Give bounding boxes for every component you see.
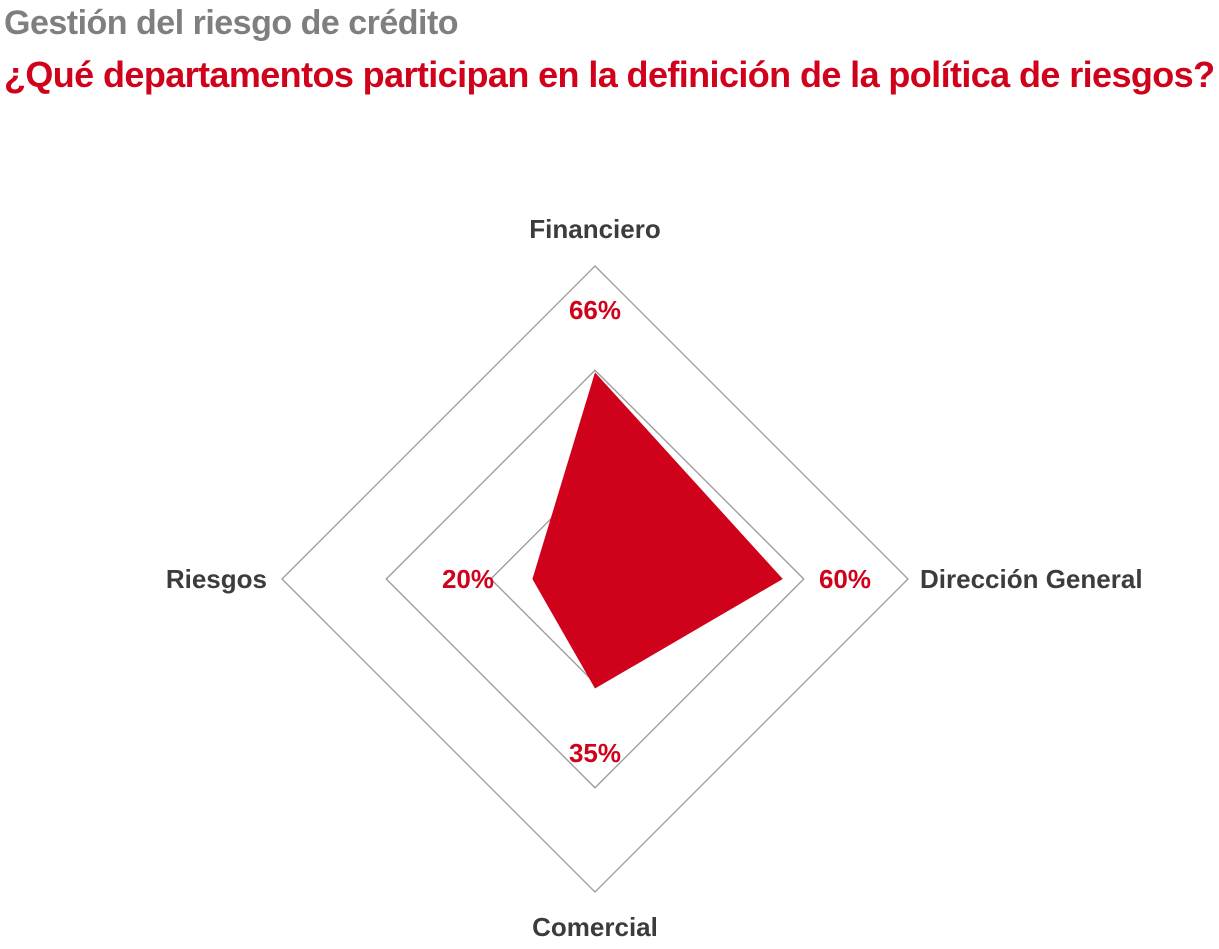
chart-title: ¿Qué departamentos participan en la defi… bbox=[4, 54, 1215, 95]
value-label-left: 20% bbox=[442, 564, 494, 594]
value-label-bottom: 35% bbox=[569, 738, 621, 768]
value-label-right: 60% bbox=[819, 564, 871, 594]
grid-ring-2 bbox=[385, 369, 805, 789]
series-area-1 bbox=[532, 372, 783, 689]
value-label-top: 66% bbox=[569, 295, 621, 325]
axis-label-left: Riesgos bbox=[166, 564, 267, 594]
axis-label-top: Financiero bbox=[529, 214, 660, 244]
axis-label-right: Dirección General bbox=[920, 564, 1143, 594]
grid-ring-3 bbox=[281, 265, 909, 893]
chart-kicker: Gestión del riesgo de crédito bbox=[4, 4, 459, 42]
axis-label-bottom: Comercial bbox=[532, 912, 658, 942]
series-layer bbox=[532, 372, 783, 689]
label-layer: Financiero Dirección General Comercial Ries… bbox=[166, 214, 1143, 942]
